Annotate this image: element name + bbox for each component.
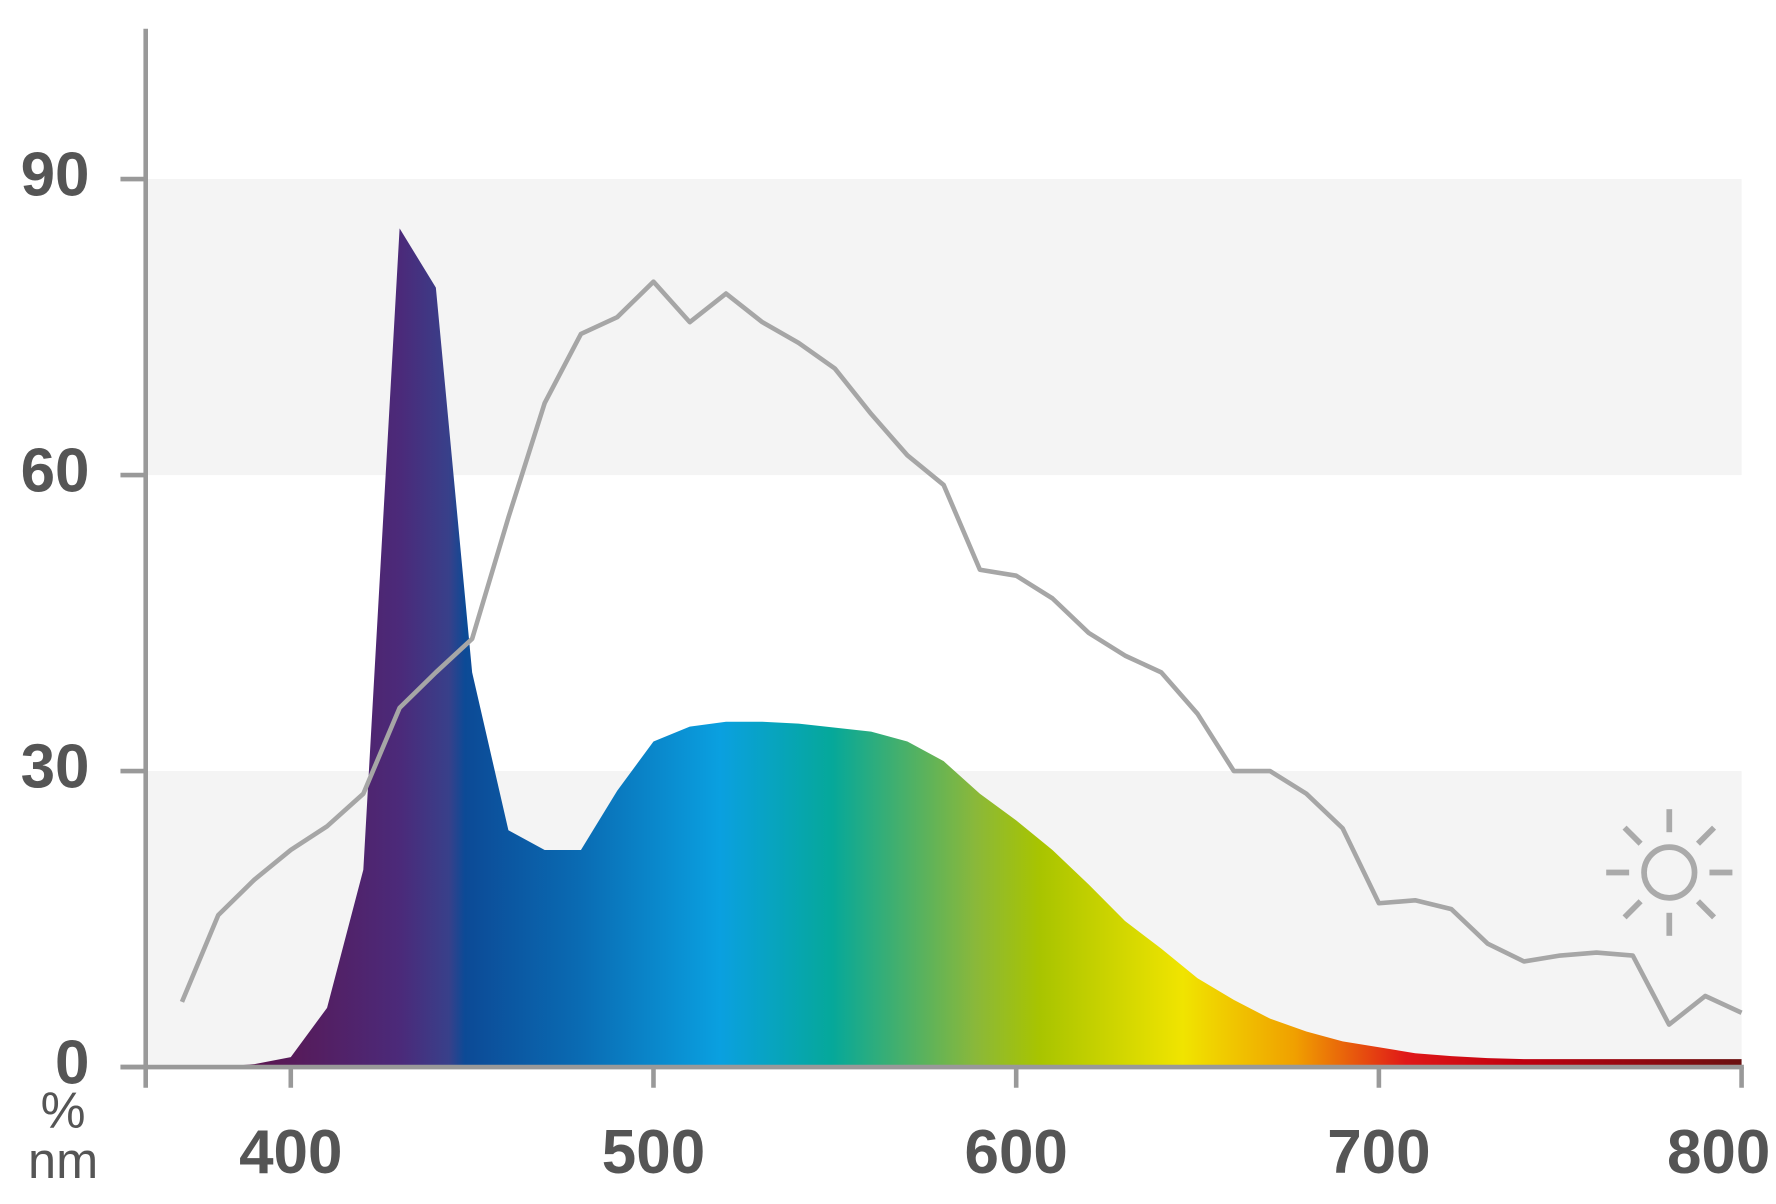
spectrum-area xyxy=(145,228,1742,1068)
x-tick-label: 500 xyxy=(602,1118,705,1187)
x-tick-label: 800 xyxy=(1667,1118,1770,1187)
y-tick-label: 0 xyxy=(55,1028,89,1097)
y-tick-label: 60 xyxy=(21,436,90,505)
y-tick-label: 90 xyxy=(21,140,90,209)
y-tick-label: 30 xyxy=(21,732,90,801)
x-tick-label: 400 xyxy=(239,1118,342,1187)
y-axis-label: % xyxy=(41,1082,86,1139)
grid-band xyxy=(145,179,1742,476)
sun-icon xyxy=(1606,809,1733,936)
x-axis-label: nm xyxy=(28,1132,98,1189)
x-tick-label: 700 xyxy=(1327,1118,1430,1187)
x-tick-label: 600 xyxy=(965,1118,1068,1187)
daylight-line xyxy=(179,279,1743,1027)
